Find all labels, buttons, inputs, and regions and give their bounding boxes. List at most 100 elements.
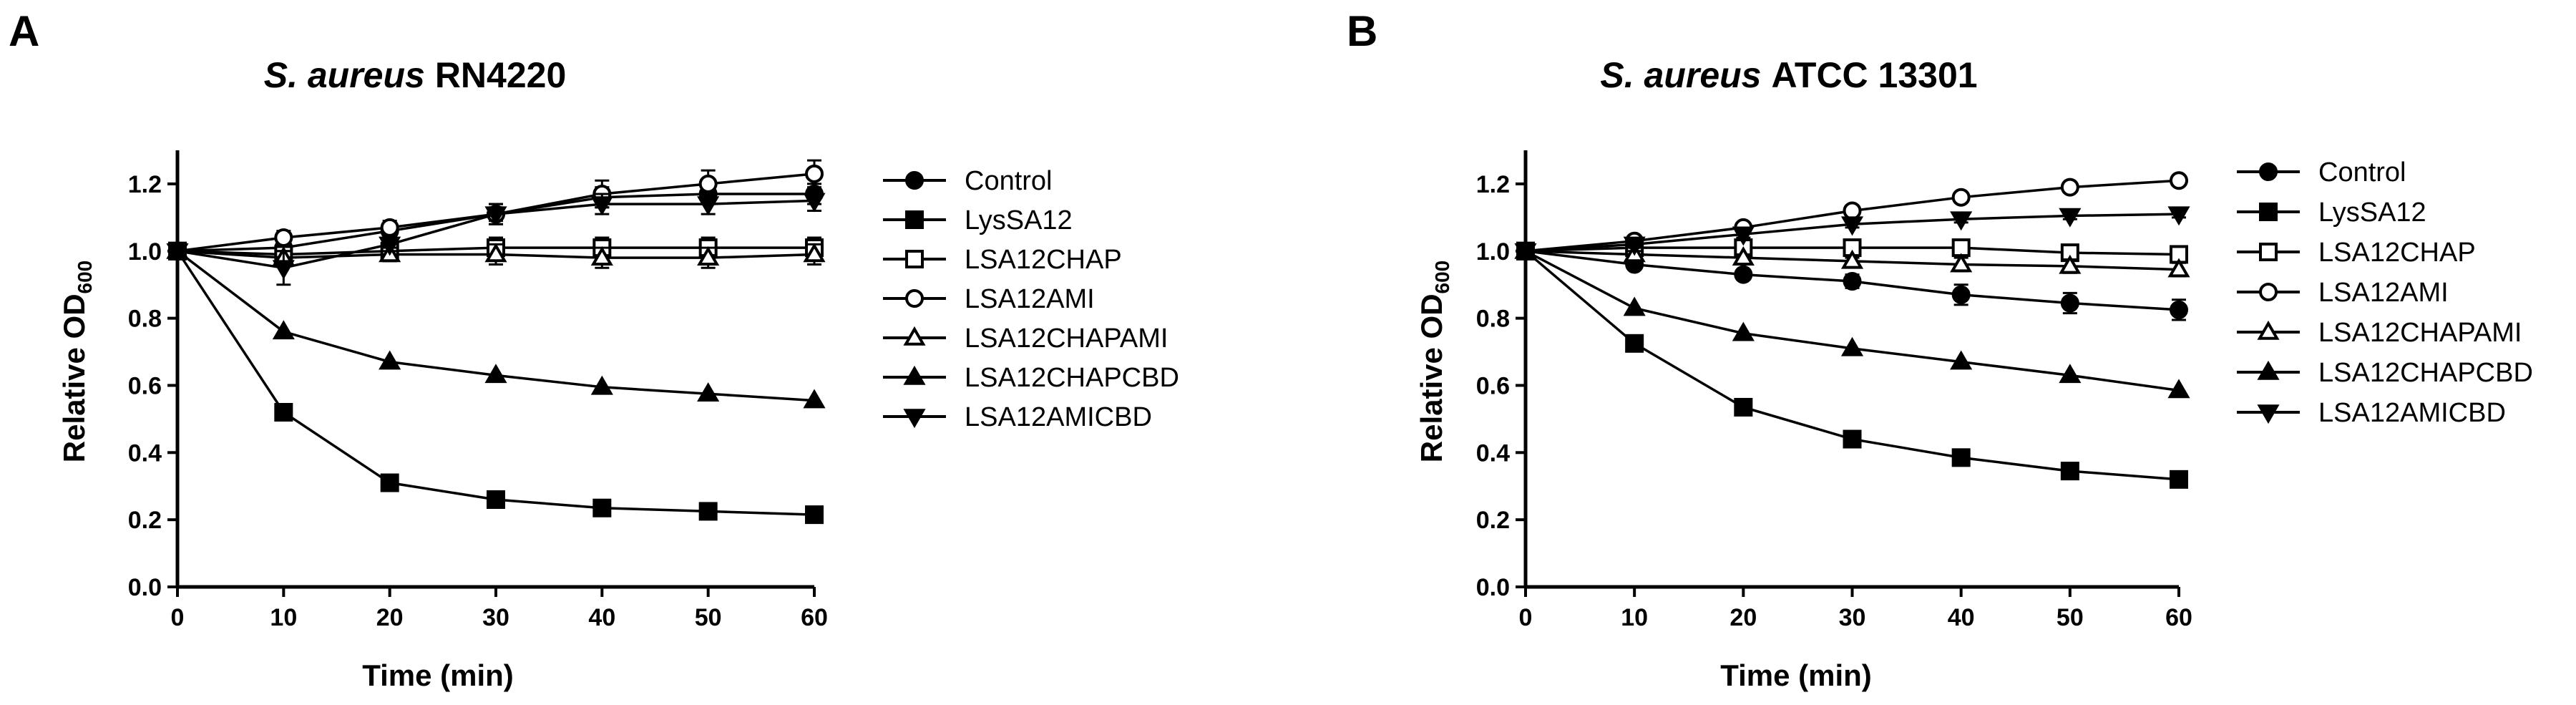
data-point-control: [1843, 272, 1862, 291]
data-point-control: [1951, 285, 1971, 304]
data-point-lsa12chapami: [484, 243, 507, 263]
data-point-lsa12chapcbd: [590, 375, 613, 395]
ylabel-main-a: Relative OD: [57, 293, 91, 462]
legend-marker-lsa12chap: [905, 250, 924, 268]
data-point-lsa12chapami: [2167, 258, 2190, 278]
legend-marker-lyssa12: [905, 210, 924, 229]
x-tick-label: 0: [171, 604, 185, 631]
series-lyssa12: [168, 241, 824, 525]
legend-marker-lsa12chapami: [903, 326, 926, 346]
data-point-control: [2060, 293, 2079, 313]
legend-marker-lsa12chapcbd: [2257, 360, 2280, 380]
x-axis-label-b: Time (min): [1720, 658, 1872, 692]
legend-label: LSA12AMI: [2318, 278, 2449, 308]
y-axis-label-a: Relative OD600: [57, 261, 96, 462]
data-point-lsa12amicbd: [2167, 206, 2190, 226]
data-point-lyssa12: [380, 473, 399, 492]
panel-b: B S. aureus ATCC 13301 Relative OD600 Tim…: [1347, 7, 2533, 692]
legend-marker-lsa12amicbd: [903, 409, 926, 429]
data-point-lyssa12: [1951, 448, 1971, 467]
legend-item-lsa12chap: LSA12CHAP: [883, 245, 1122, 275]
data-point-lyssa12: [1625, 334, 1644, 353]
legend-label: LSA12CHAPCBD: [2318, 358, 2533, 388]
y-tick-label: 0.2: [128, 507, 162, 534]
data-point-lsa12ami: [1843, 201, 1862, 220]
legend-marker-control: [905, 171, 924, 190]
data-point-lsa12amicbd: [1514, 243, 1537, 263]
data-point-lsa12amicbd: [803, 193, 826, 213]
data-point-lsa12chapcbd: [484, 364, 507, 384]
legend-label: Control: [2318, 157, 2406, 188]
y-tick-label: 1.0: [1476, 238, 1510, 266]
data-point-lsa12amicbd: [2059, 208, 2082, 228]
y-axis-label-b: Relative OD600: [1415, 261, 1453, 462]
data-point-lsa12amicbd: [697, 196, 720, 216]
legend-marker-lsa12ami: [905, 289, 924, 308]
legend-item-control: Control: [2237, 157, 2406, 188]
data-point-lsa12chapami: [1840, 249, 1864, 269]
data-point-lsa12chapcbd: [1950, 350, 1973, 370]
ylabel-sub-b: 600: [1431, 261, 1453, 294]
data-point-lsa12ami: [698, 174, 718, 193]
legend-marker-control: [2259, 162, 2278, 181]
data-point-lsa12amicbd: [166, 243, 189, 263]
legend-label: LSA12CHAPAMI: [965, 324, 1168, 354]
series-lsa12amicbd: [166, 189, 826, 286]
data-point-lsa12chapami: [1950, 253, 1973, 273]
x-tick-label: 30: [1839, 604, 1866, 631]
legend-item-control: Control: [883, 166, 1053, 196]
legend-label: LSA12AMI: [965, 284, 1095, 314]
x-tick-label: 40: [588, 604, 615, 631]
data-point-lsa12chapami: [803, 243, 826, 263]
data-point-lsa12chapami: [697, 246, 720, 266]
series-lsa12chapcbd: [166, 239, 826, 409]
data-point-control: [1734, 265, 1753, 284]
legend-marker-lsa12chapcbd: [903, 365, 926, 385]
x-tick-label: 20: [376, 604, 404, 631]
data-point-lyssa12: [487, 490, 505, 509]
legend-label: LSA12CHAPAMI: [2318, 318, 2522, 348]
panel-a: A S. aureus RN4220 Relative OD600 Time (m…: [9, 7, 1179, 692]
legend-marker-lsa12amicbd: [2257, 404, 2280, 424]
y-tick-label: 0.2: [1476, 507, 1510, 534]
data-point-lsa12amicbd: [379, 236, 401, 256]
legend-marker-lsa12chap: [2259, 243, 2278, 261]
data-point-lyssa12: [2170, 470, 2188, 489]
data-point-lsa12ami: [274, 228, 293, 247]
legend-marker-lyssa12: [2259, 203, 2278, 221]
data-point-lsa12chapami: [590, 246, 613, 266]
y-tick-label: 0.4: [128, 439, 162, 467]
data-point-lsa12chapcbd: [379, 350, 401, 370]
plot-area-b: 0.0 0.2 0.4 0.6 0.8 1.0 1.2 0 10 20 30 40 50 60: [1476, 150, 2192, 631]
x-tick-label: 60: [801, 604, 828, 631]
data-point-control: [2170, 300, 2188, 319]
x-tick-label: 30: [482, 604, 509, 631]
y-tick-label: 1.2: [1476, 171, 1510, 198]
legend-item-lsa12ami: LSA12AMI: [883, 284, 1095, 314]
legend-item-lyssa12: LysSA12: [883, 205, 1073, 235]
data-point-lsa12amicbd: [272, 260, 295, 280]
data-point-lyssa12: [592, 498, 612, 517]
data-point-lsa12amicbd: [590, 196, 613, 216]
x-tick-label: 0: [1519, 604, 1533, 631]
data-point-lsa12chapami: [1732, 246, 1755, 266]
legend-item-lsa12chapcbd: LSA12CHAPCBD: [883, 363, 1179, 393]
data-point-lsa12chapcbd: [697, 382, 720, 402]
plot-area-a: 0.0 0.2 0.4 0.6 0.8 1.0 1.2 0 10 20 30 40 50 60: [128, 150, 828, 631]
y-tick-label: 0.6: [128, 372, 162, 399]
legend-label: LSA12AMICBD: [2318, 398, 2506, 428]
x-tick-label: 60: [2165, 604, 2192, 631]
series-lsa12amicbd: [1514, 206, 2190, 263]
legend-label: LSA12CHAP: [2318, 238, 2476, 268]
x-tick-label: 10: [1621, 604, 1648, 631]
data-point-lyssa12: [2060, 462, 2079, 481]
legend-label: Control: [965, 166, 1053, 196]
x-tick-label: 50: [695, 604, 722, 631]
legend-a: Control LysSA12 LSA12CHAP LSA12AMI LSA12CHAP…: [883, 166, 1179, 432]
data-point-lsa12chapami: [2059, 254, 2082, 274]
legend-item-lsa12chap: LSA12CHAP: [2237, 238, 2476, 268]
data-point-lsa12amicbd: [1732, 226, 1755, 246]
y-tick-label: 0.0: [1476, 574, 1510, 601]
data-point-lsa12chapcbd: [1623, 296, 1646, 316]
legend-item-lsa12chapami: LSA12CHAPAMI: [2237, 318, 2522, 348]
